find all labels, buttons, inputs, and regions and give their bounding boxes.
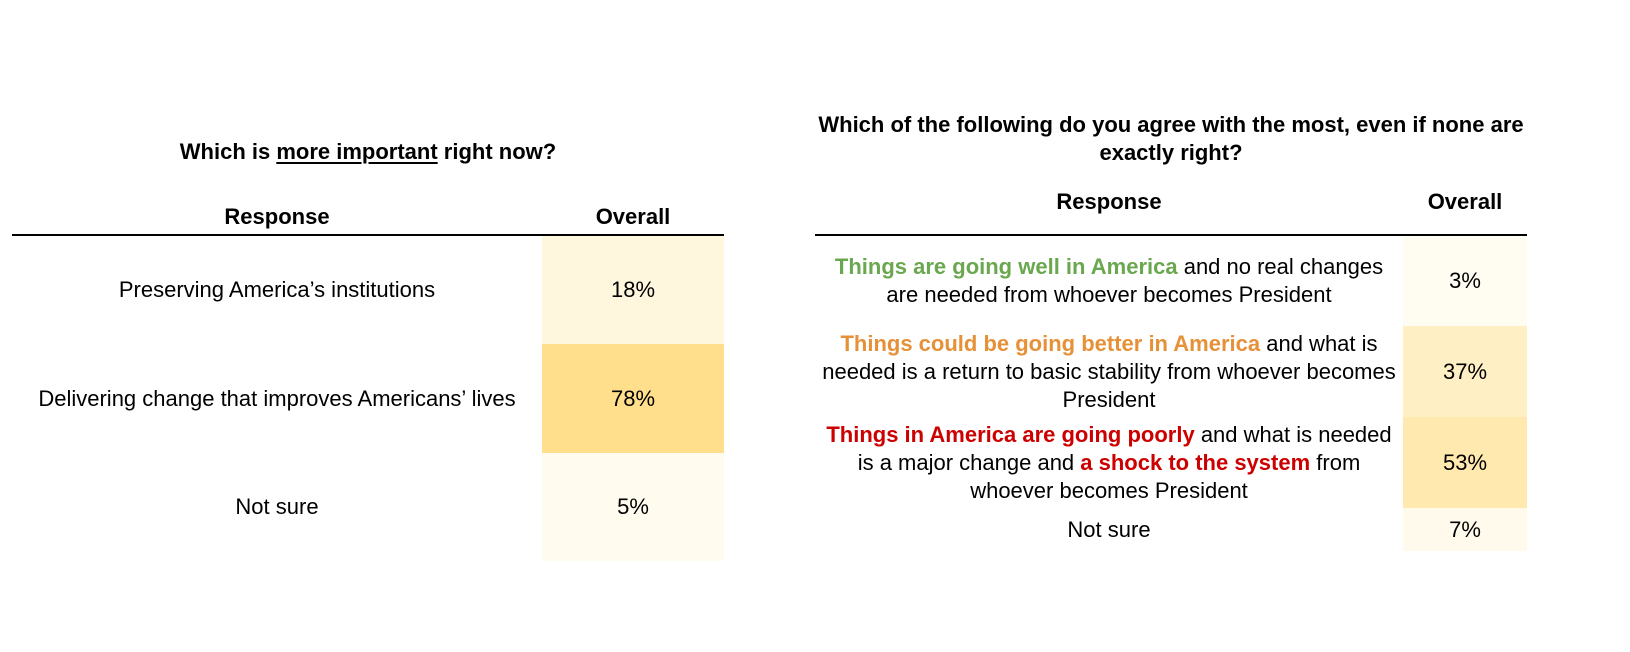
table-row-label: Preserving America’s institutions — [118, 277, 436, 302]
left-header-rule — [12, 234, 724, 236]
statement-text: from whoever becomes President — [970, 449, 1361, 503]
table-row-value: 5% — [542, 453, 724, 561]
left-table-title: Which is more important right now? — [12, 138, 724, 166]
statement-text: and what is needed is a major change and — [857, 421, 1392, 475]
table-row-value: 3% — [1403, 236, 1527, 326]
table-row-label: Things are going well in America and no … — [815, 236, 1403, 326]
left-col-response-header: Response — [224, 204, 330, 229]
table-row-value: 53% — [1403, 417, 1527, 508]
table-row-value: 37% — [1403, 326, 1527, 417]
table-row-value: 78% — [542, 344, 724, 453]
statement-highlight-orange: Things could be going better in America — [840, 330, 1261, 356]
statement-highlight-green: Things are going well in America — [834, 254, 1178, 279]
right-header-rule — [815, 234, 1527, 236]
table-row-label: Delivering change that improves American… — [38, 385, 516, 411]
right-table-title: Which of the following do you agree with… — [818, 112, 1524, 165]
left-col-overall-header: Overall — [595, 204, 671, 229]
right-col-overall-header: Overall — [1427, 189, 1503, 214]
left-title-part-1: Which is — [179, 139, 277, 164]
table-row-label: Not sure — [1067, 516, 1151, 542]
statement-highlight-red: Things in America are going poorly — [826, 421, 1195, 447]
statement-text: and what is needed is a return to basic … — [822, 330, 1396, 412]
right-col-response-header: Response — [1056, 189, 1162, 214]
table-row-label: Not sure — [235, 494, 319, 519]
statement-highlight-red: a shock to the system — [1080, 449, 1311, 475]
table-row-label: Things in America are going poorly and w… — [815, 417, 1403, 508]
table-row-value: 7% — [1403, 508, 1527, 551]
left-title-underlined: more important — [276, 139, 438, 164]
table-row-value: 18% — [542, 236, 724, 344]
statement-text: and no real changes are needed from whoe… — [886, 254, 1384, 307]
row-statement: Things are going well in America and no … — [819, 253, 1399, 309]
table-row-label: Things could be going better in America … — [815, 326, 1403, 417]
row-statement: Things in America are going poorly and w… — [819, 421, 1399, 505]
left-title-part-3: right now? — [437, 139, 557, 164]
row-statement: Things could be going better in America … — [819, 330, 1399, 414]
